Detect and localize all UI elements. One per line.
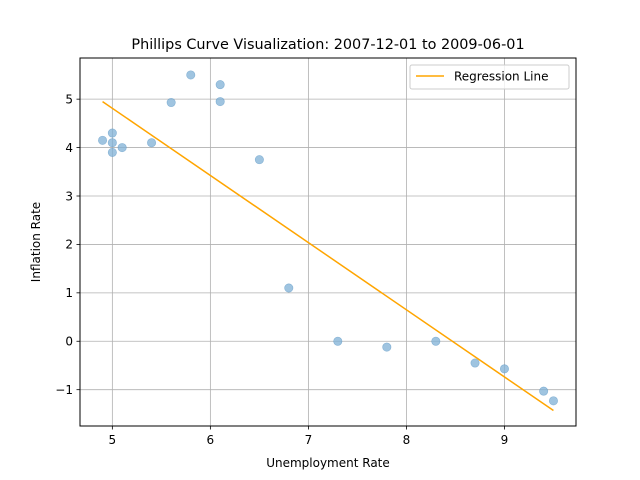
legend-label-regression-line: Regression Line	[454, 70, 548, 84]
x-axis-label: Unemployment Rate	[266, 456, 390, 470]
chart-title: Phillips Curve Visualization: 2007-12-01…	[131, 37, 524, 53]
scatter-point	[186, 70, 196, 80]
scatter-point	[431, 336, 441, 346]
scatter-point	[470, 358, 480, 368]
ticks: 5 6 7 8 9 −1 0 1 2 3 4 5	[55, 92, 508, 447]
regression-line	[102, 100, 554, 412]
scatter-point	[333, 336, 343, 346]
plot-area	[80, 58, 576, 426]
grid	[80, 58, 576, 426]
scatter-point	[98, 135, 108, 145]
legend: Regression Line	[409, 64, 570, 90]
scatter-point	[107, 147, 117, 157]
plot-frame	[79, 57, 577, 427]
y-tick-label: 4	[65, 141, 73, 155]
y-axis-label: Inflation Rate	[29, 202, 43, 282]
scatter-point	[107, 128, 117, 138]
legend-frame	[409, 64, 570, 90]
x-tick-label: 5	[109, 433, 117, 447]
y-tick-label: 2	[65, 238, 73, 252]
x-tick-label: 9	[501, 433, 509, 447]
scatter-point	[539, 386, 549, 396]
x-tick-label: 6	[207, 433, 215, 447]
scatter-point	[215, 80, 225, 90]
scatter-point	[499, 364, 509, 374]
scatter-point	[284, 283, 294, 293]
scatter-point	[254, 155, 264, 165]
y-tick-label: −1	[55, 383, 73, 397]
scatter-point	[548, 396, 558, 406]
scatter-point	[117, 143, 127, 153]
data-layer	[98, 70, 558, 412]
scatter-point	[107, 138, 117, 148]
y-tick-label: 1	[65, 286, 73, 300]
y-tick-label: 0	[65, 335, 73, 349]
scatter-point	[215, 97, 225, 107]
x-tick-label: 8	[403, 433, 411, 447]
scatter-point	[166, 98, 176, 108]
y-tick-label: 3	[65, 189, 73, 203]
scatter-point	[382, 342, 392, 352]
y-tick-label: 5	[65, 92, 73, 106]
x-tick-label: 7	[305, 433, 313, 447]
scatter-point	[147, 138, 157, 148]
